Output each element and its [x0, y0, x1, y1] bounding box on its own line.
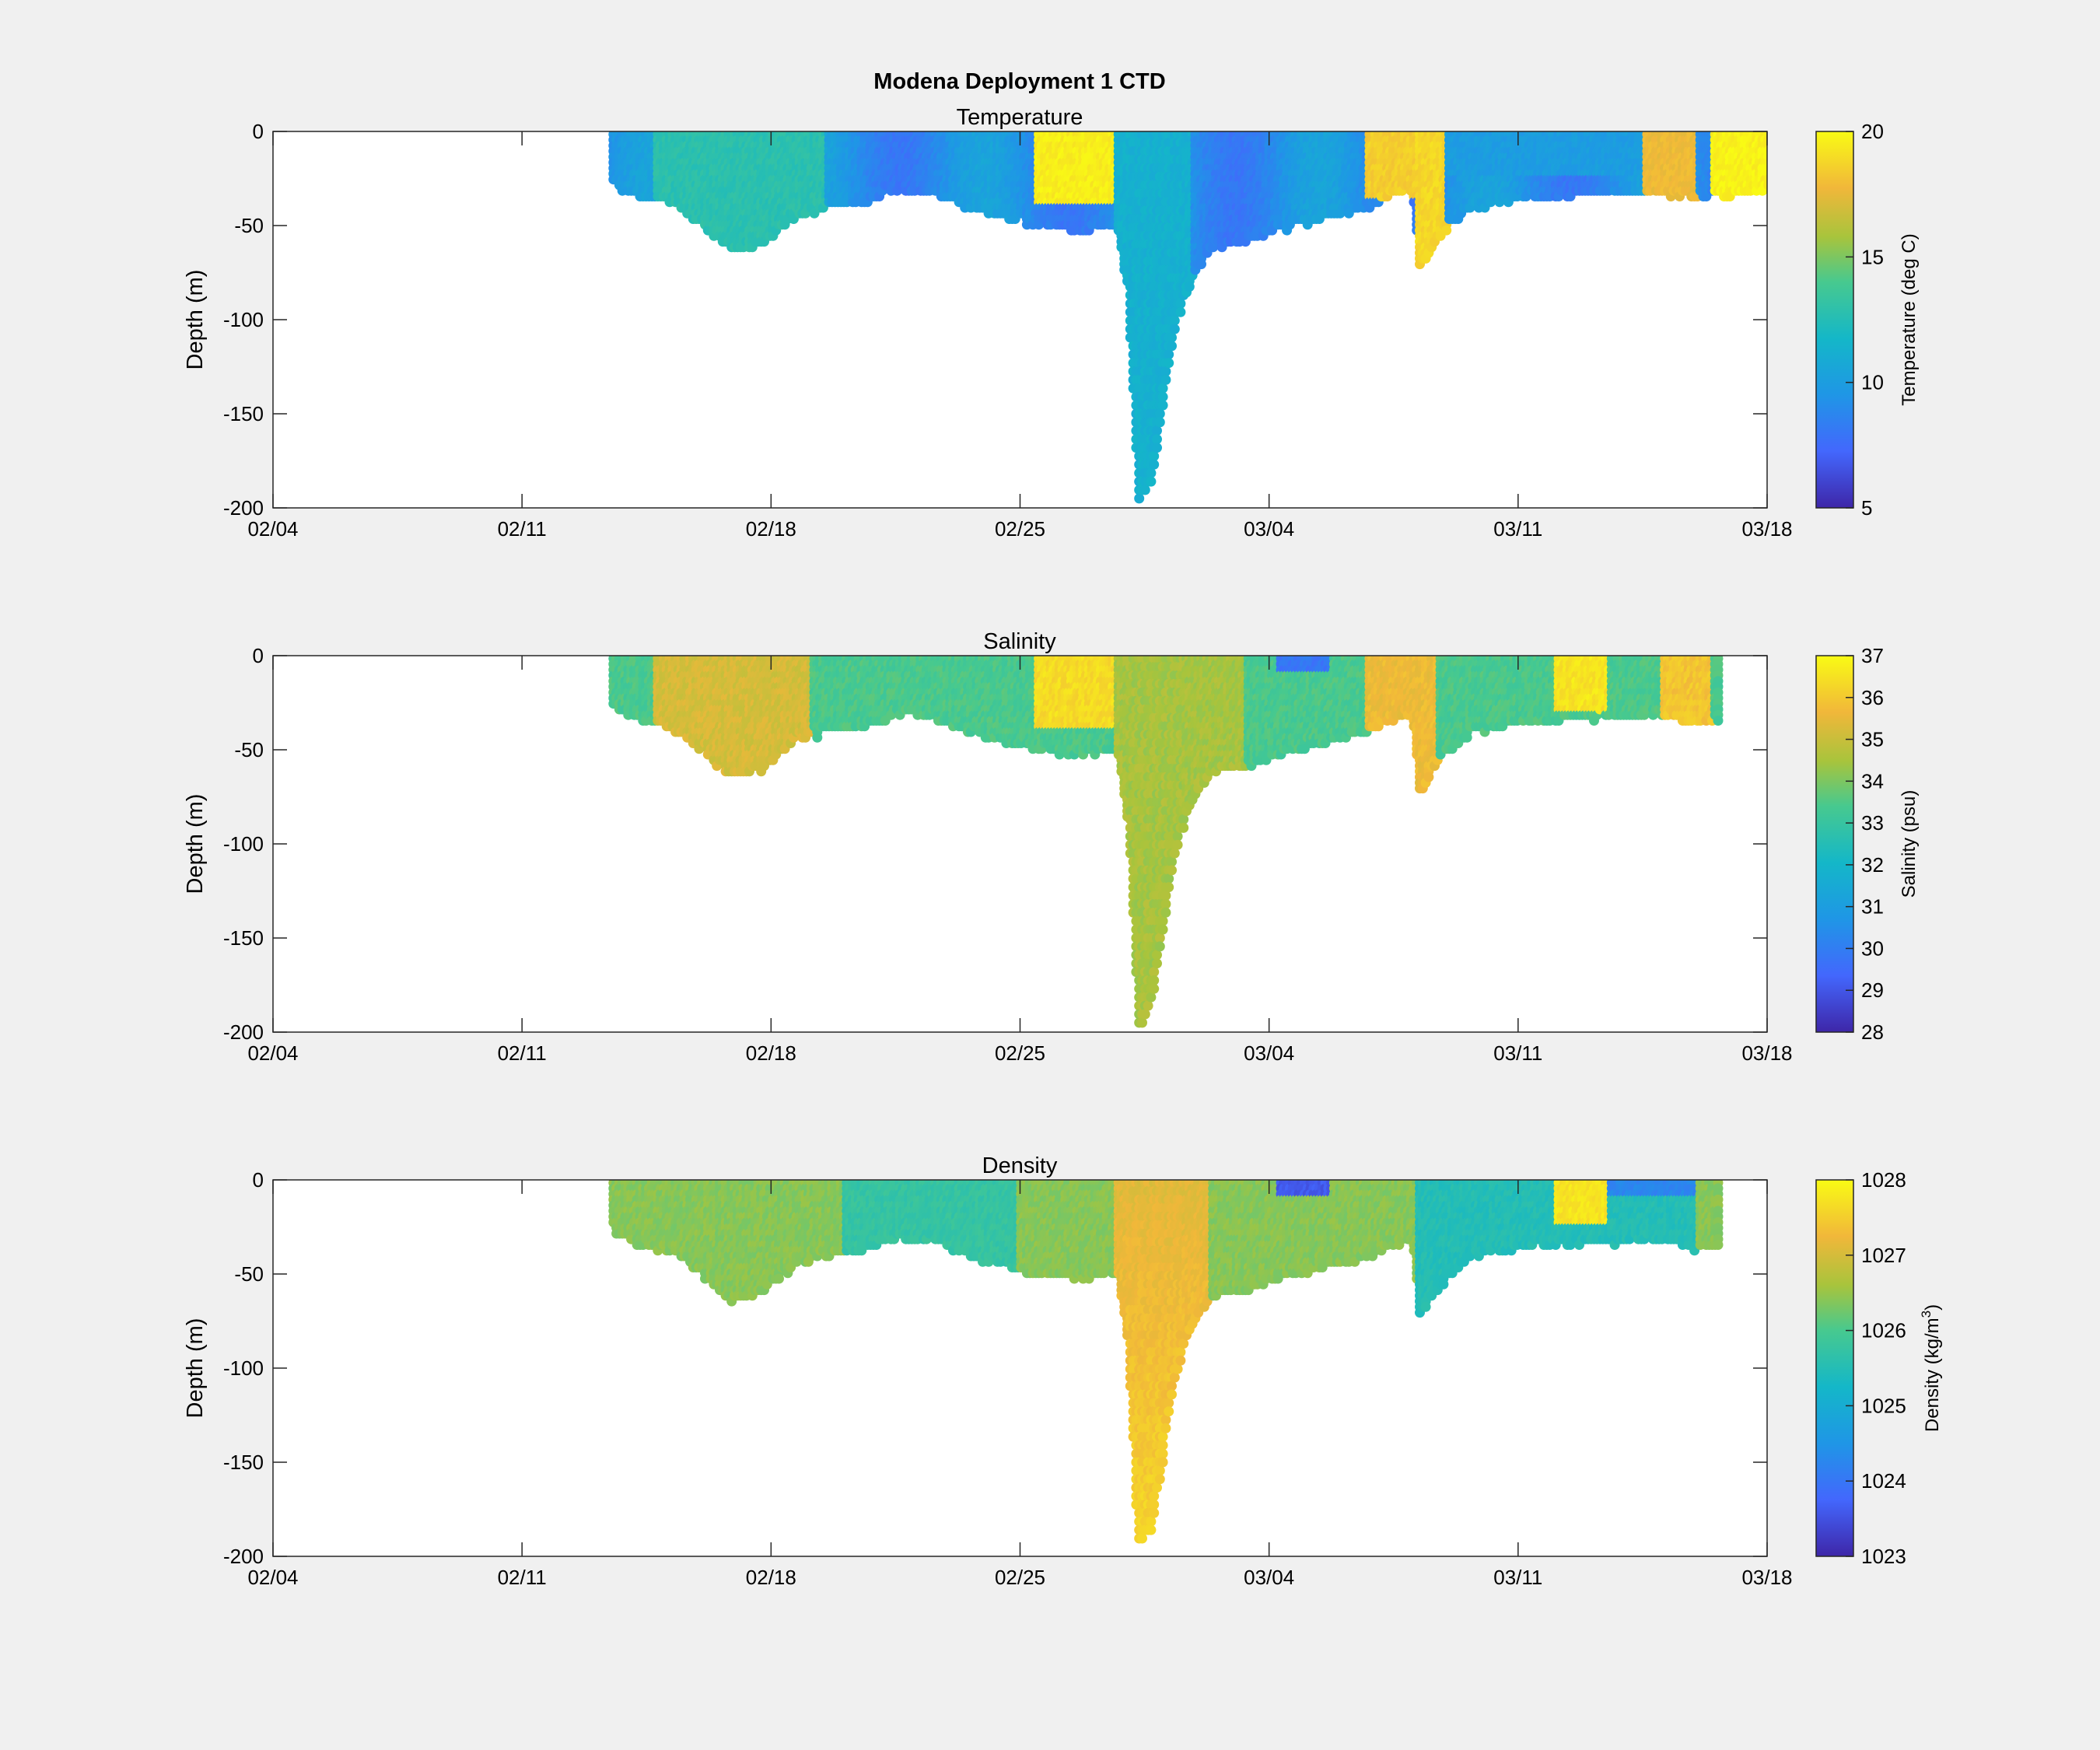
data-points: [608, 131, 1767, 504]
data-point: [1184, 282, 1195, 292]
data-point: [1149, 459, 1160, 470]
data-point: [1175, 306, 1186, 317]
data-point: [1154, 417, 1165, 428]
data-point: [1160, 374, 1171, 385]
data-point: [1157, 400, 1168, 411]
data-point: [1169, 324, 1180, 334]
data-point: [1152, 443, 1162, 453]
data-point: [1146, 476, 1157, 487]
data-point: [1196, 259, 1206, 270]
data-point: [1164, 358, 1174, 369]
data-point: [1441, 225, 1452, 236]
data-point: [1167, 341, 1177, 352]
figure-suptitle: Modena Deployment 1 CTD: [873, 69, 1165, 94]
